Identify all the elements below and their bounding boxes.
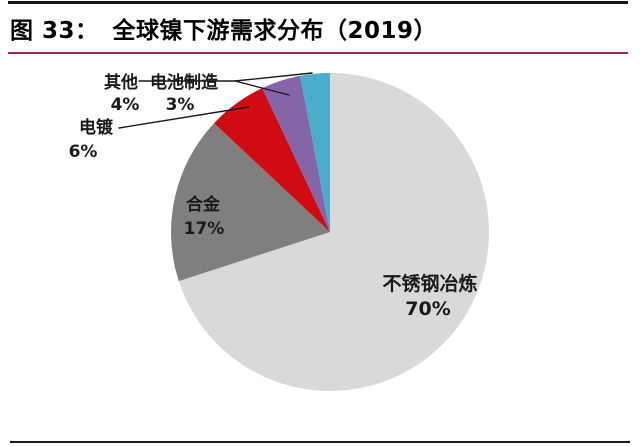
slice-name-label-stainless-steel: 不锈钢冶炼 [382, 272, 477, 295]
figure-title-row: 图 33： 全球镍下游需求分布（2019） [10, 11, 437, 45]
pie-slices-group [171, 72, 490, 391]
bottom-rule [10, 441, 630, 443]
slice-value-label-battery: 3% [166, 95, 195, 115]
figure-number-label: 图 33： [10, 18, 99, 44]
slice-value-label-electroplating: 6% [69, 142, 98, 162]
slice-value-label-alloy: 17% [184, 219, 225, 239]
pie-slice-alloy [171, 123, 330, 282]
slice-name-label-other: 其他 [104, 72, 138, 93]
slice-name-label-electroplating: 电镀 [79, 117, 114, 138]
figure-title: 全球镍下游需求分布（2019） [112, 18, 438, 44]
pie-slice-electroplating [214, 88, 330, 232]
slice-name-label-alloy: 合金 [186, 194, 221, 215]
pie-slice-other [262, 75, 330, 232]
slice-name-label-battery: 电池制造 [150, 72, 219, 93]
leader-lines-group [118, 72, 313, 129]
slice-value-label-stainless-steel: 70% [405, 298, 450, 320]
title-accent-rule [8, 52, 628, 54]
slice-value-label-other: 4% [111, 95, 140, 115]
pie-slice-stainless-steel [178, 73, 490, 391]
leader-line-electroplating [118, 106, 250, 129]
leader-line-battery [234, 72, 313, 82]
top-rule [8, 1, 628, 4]
pie-slice-battery [300, 72, 330, 233]
